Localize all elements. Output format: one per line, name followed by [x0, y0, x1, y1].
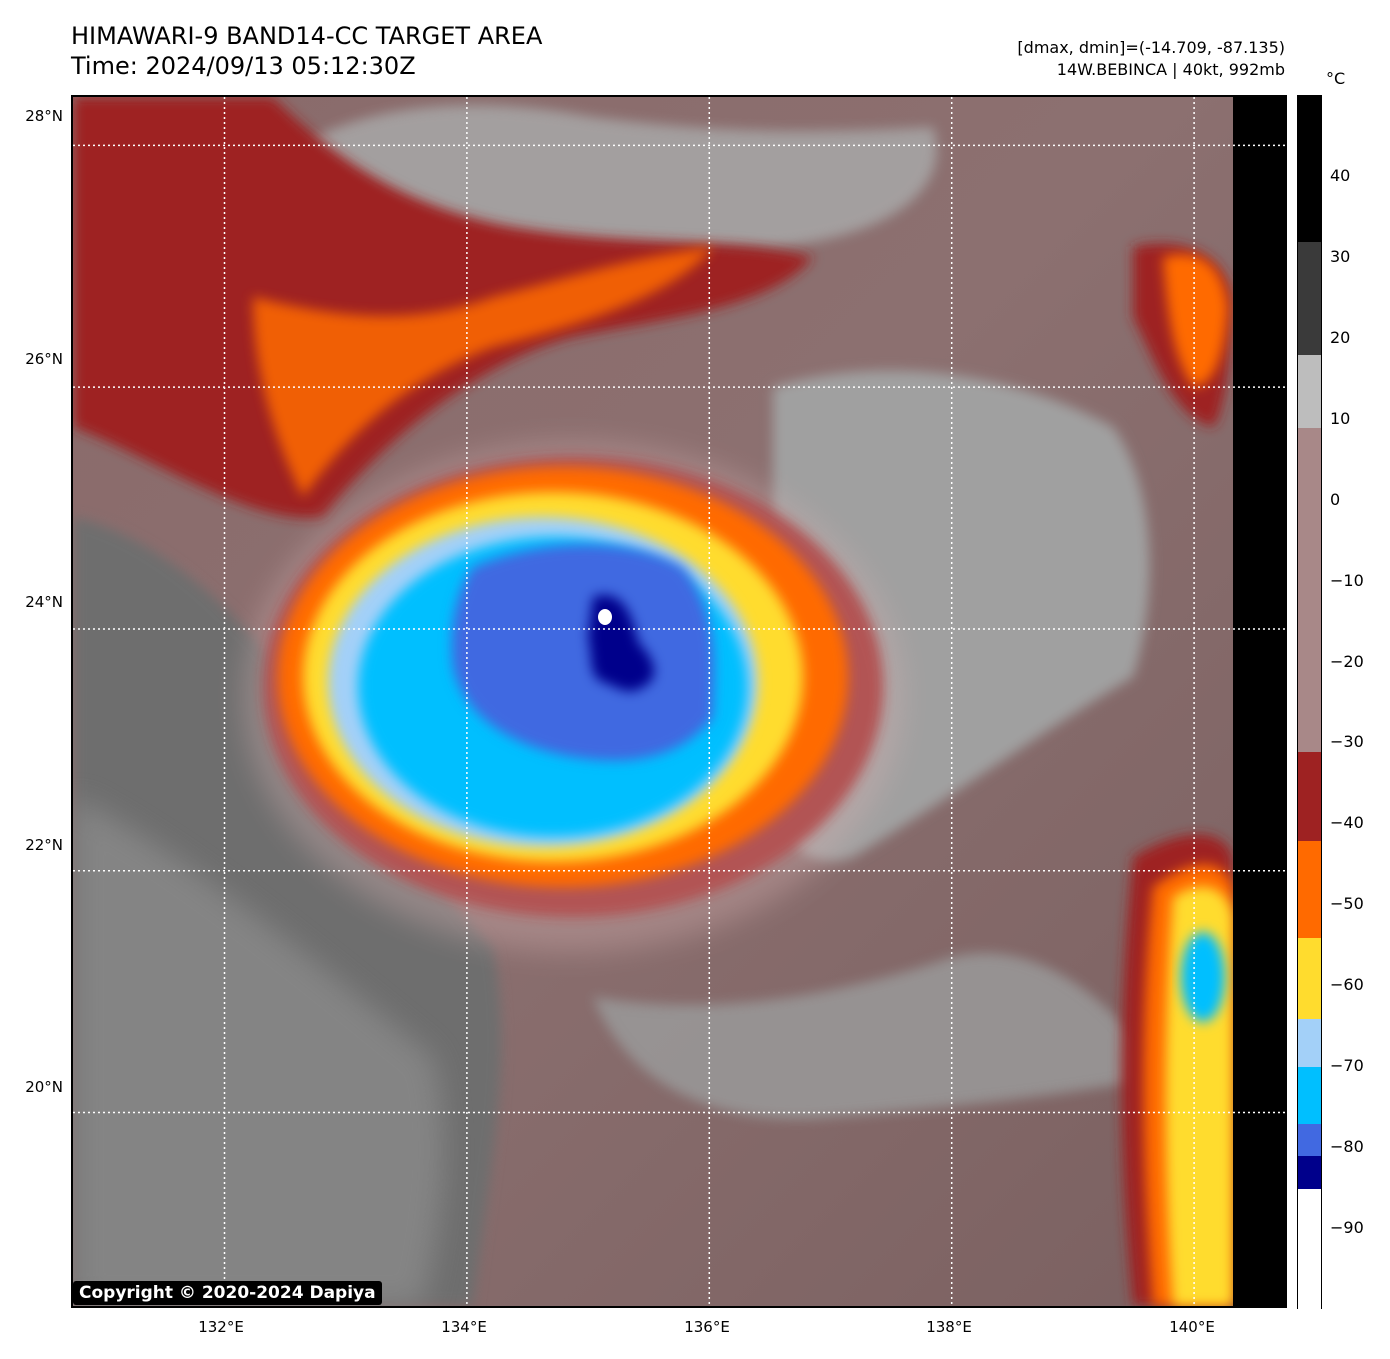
colorbar-segment: [1298, 427, 1321, 752]
no-data-strip: [1233, 97, 1285, 1306]
colorbar-tick-label: 10: [1330, 408, 1351, 428]
colorbar-segment: [1298, 751, 1321, 841]
colorbar-segment: [1298, 1188, 1321, 1310]
colorbar-tick-label: −30: [1330, 732, 1364, 752]
lon-label-132e: 132°E: [198, 1318, 244, 1336]
colorbar-tick-label: −20: [1330, 651, 1364, 671]
colorbar-tick-label: −90: [1330, 1218, 1364, 1238]
colorbar-tick-label: 0: [1330, 489, 1341, 509]
satellite-map: [71, 95, 1287, 1308]
graticule: [73, 97, 1285, 1306]
cloud-band-south: [593, 953, 1163, 1119]
colorbar-tick-label: 30: [1330, 246, 1351, 266]
clear-sky-southwest: [73, 797, 444, 1306]
colorbar-tick-label: −10: [1330, 570, 1364, 590]
lon-label-138e: 138°E: [926, 1318, 972, 1336]
colorbar: [1297, 95, 1322, 1310]
colorbar-tick-label: 40: [1330, 165, 1351, 185]
lon-label-136e: 136°E: [684, 1318, 730, 1336]
title-line-1: HIMAWARI-9 BAND14-CC TARGET AREA: [71, 22, 543, 50]
title-line-2: Time: 2024/09/13 05:12:30Z: [71, 52, 416, 80]
lon-label-140e: 140°E: [1169, 1318, 1215, 1336]
colorbar-tick-label: 20: [1330, 327, 1351, 347]
convection-northwest-red: [73, 97, 813, 518]
colorbar-segment: [1298, 1123, 1321, 1157]
storm-royal-blue: [451, 544, 715, 761]
colorbar-segment: [1298, 241, 1321, 355]
convection-northwest-orange: [253, 247, 713, 497]
storm-core-white: [598, 609, 612, 625]
colorbar-segment: [1298, 96, 1321, 242]
colorbar-unit: °C: [1326, 69, 1346, 88]
lat-label-20n: 20°N: [25, 1078, 63, 1096]
colorbar-segment: [1298, 1018, 1321, 1068]
lat-label-28n: 28°N: [25, 107, 63, 125]
convection-east-top-orange: [1163, 254, 1228, 387]
convection-east-cold-top: [1181, 932, 1225, 1022]
lat-label-22n: 22°N: [25, 836, 63, 854]
lat-label-26n: 26°N: [25, 350, 63, 368]
lat-label-24n: 24°N: [25, 593, 63, 611]
colorbar-tick-label: −70: [1330, 1056, 1364, 1076]
dmax-dmin-readout: [dmax, dmin]=(-14.709, -87.135): [1017, 38, 1285, 57]
colorbar-segment: [1298, 1156, 1321, 1189]
lon-label-134e: 134°E: [441, 1318, 487, 1336]
colorbar-tick-label: −60: [1330, 975, 1364, 995]
storm-info: 14W.BEBINCA | 40kt, 992mb: [1056, 60, 1285, 79]
colorbar-segment: [1298, 1067, 1321, 1124]
satellite-imagery: [73, 97, 1285, 1306]
colorbar-tick-label: −50: [1330, 894, 1364, 914]
colorbar-tick-label: −40: [1330, 813, 1364, 833]
colorbar-tick-label: −80: [1330, 1137, 1364, 1157]
copyright-badge: Copyright © 2020-2024 Dapiya: [73, 1281, 382, 1305]
colorbar-segment: [1298, 354, 1321, 428]
colorbar-segment: [1298, 840, 1321, 938]
colorbar-segment: [1298, 937, 1321, 1019]
